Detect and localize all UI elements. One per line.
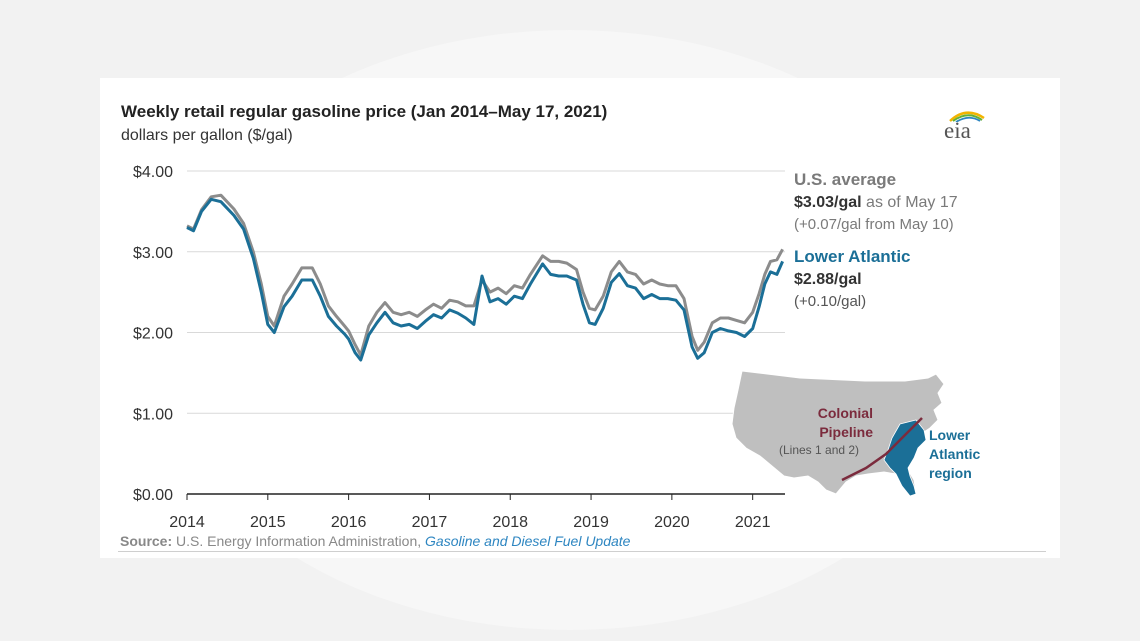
source-label: Source: (120, 533, 173, 549)
y-tick-label: $4.00 (133, 164, 173, 181)
pipeline-label-1: Colonial (817, 405, 873, 421)
lower-atlantic-heading: Lower Atlantic (794, 247, 911, 266)
us-average-change: (+0.07/gal from May 10) (794, 216, 954, 233)
us-average-asof: as of May 17 (861, 194, 958, 211)
y-tick-label: $3.00 (133, 245, 173, 262)
y-tick-label: $0.00 (133, 487, 173, 504)
lower-atlantic-region-label: Lower Atlantic region (929, 426, 980, 483)
pipeline-sub-label: (Lines 1 and 2) (779, 443, 860, 457)
x-tick-label: 2018 (492, 514, 528, 531)
region-label-3: region (929, 465, 972, 481)
x-tick-label: 2017 (412, 514, 448, 531)
x-tick-label: 2019 (573, 514, 609, 531)
lower-atlantic-region (883, 419, 927, 497)
eia-logo-text: eia (944, 118, 971, 143)
series-line-u-s-average (186, 193, 784, 357)
source-note: Source: U.S. Energy Information Administ… (120, 533, 630, 549)
eia-logo-arc-icon (949, 111, 985, 122)
pipeline-label-2: Pipeline (819, 424, 873, 440)
us-average-value-line: $3.03/gal as of May 17 (794, 194, 958, 212)
region-label-1: Lower (929, 427, 971, 443)
x-tick-label: 2020 (654, 514, 690, 531)
chart-title: Weekly retail regular gasoline price (Ja… (121, 102, 608, 121)
y-tick-label: $1.00 (133, 406, 173, 423)
x-tick-label: 2016 (331, 514, 367, 531)
lower-atlantic-change: (+0.10/gal) (794, 293, 867, 310)
colonial-pipeline-line (841, 417, 923, 482)
lower-atlantic-value: $2.88/gal (794, 271, 862, 288)
chart-subtitle: dollars per gallon ($/gal) (121, 127, 293, 144)
source-link[interactable]: Gasoline and Diesel Fuel Update (425, 533, 631, 549)
us-average-heading: U.S. average (794, 170, 897, 189)
x-tick-label: 2021 (735, 514, 771, 531)
us-average-value: $3.03/gal (794, 194, 862, 211)
x-tick-label: 2014 (169, 514, 205, 531)
region-label-2: Atlantic (929, 446, 981, 462)
y-tick-label: $2.00 (133, 326, 173, 343)
series-line-lower-atlantic (186, 197, 784, 362)
x-tick-label: 2015 (250, 514, 286, 531)
eia-logo: eia (944, 108, 992, 148)
footer-divider (118, 551, 1046, 552)
source-text: U.S. Energy Information Administration, (172, 533, 426, 549)
us-map (731, 370, 945, 497)
